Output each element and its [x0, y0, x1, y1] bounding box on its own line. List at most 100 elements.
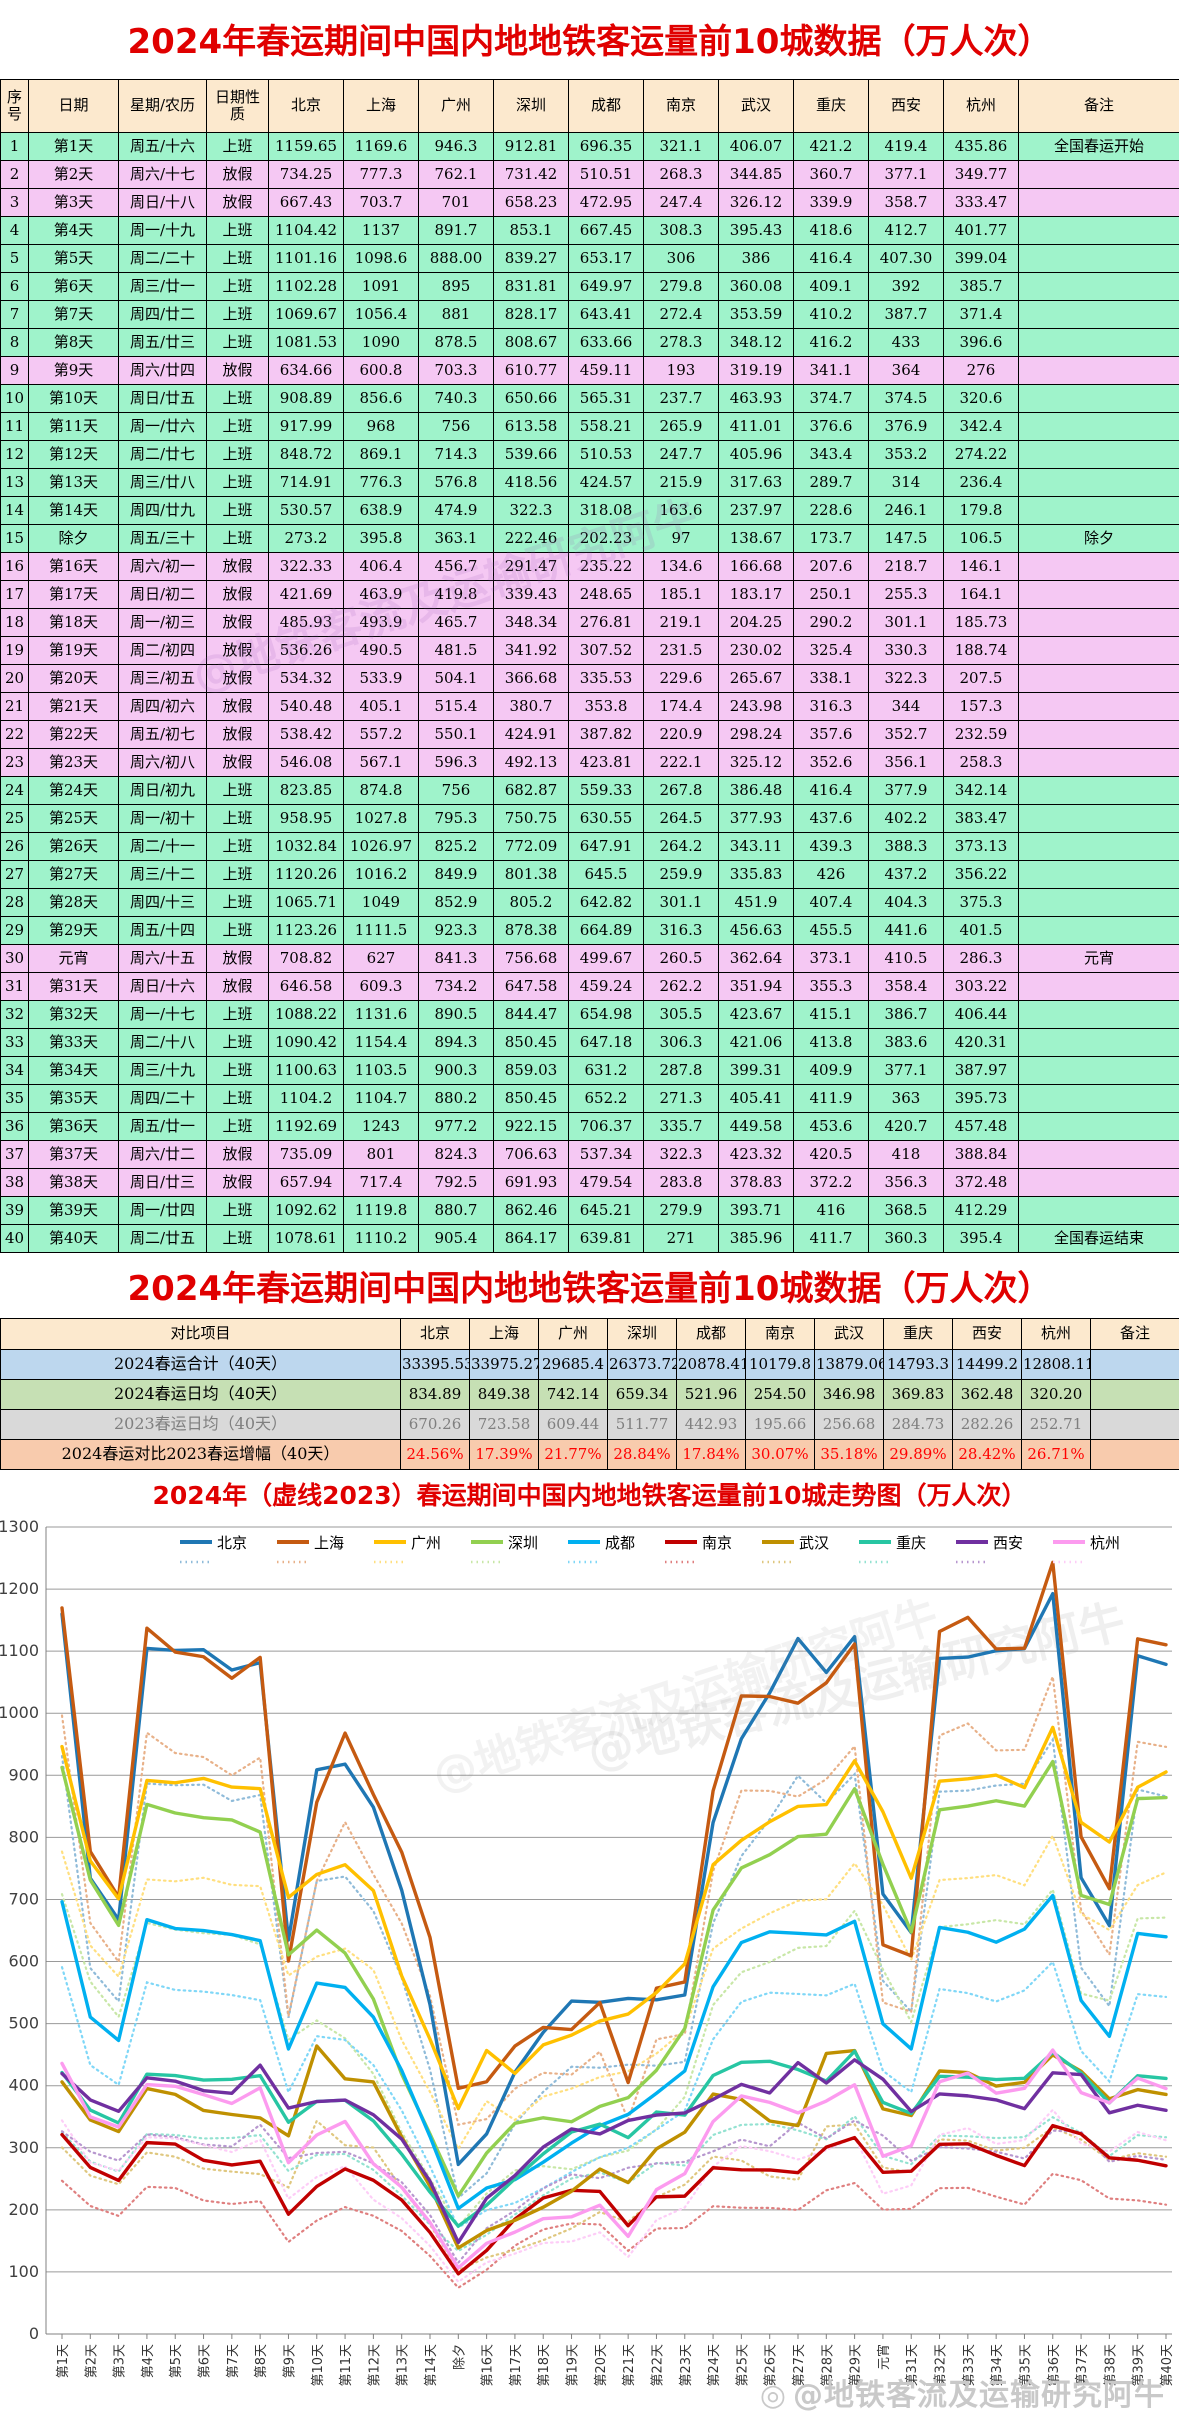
daily-table-cell: 537.34: [569, 1141, 644, 1169]
daily-table-cell: 周二/廿七: [119, 441, 207, 469]
daily-table-cell: 459.24: [569, 973, 644, 1001]
daily-table-cell: 9: [1, 357, 29, 385]
daily-table-cell: 周五/十四: [119, 917, 207, 945]
daily-table-cell: [1019, 273, 1179, 301]
daily-table-cell: 1069.67: [269, 301, 344, 329]
daily-table-cell: 1078.61: [269, 1225, 344, 1253]
daily-table-cell: 6: [1, 273, 29, 301]
daily-table-cell: 880.7: [419, 1197, 494, 1225]
x-axis-label: 第16天: [481, 2344, 496, 2387]
daily-table-cell: 795.3: [419, 805, 494, 833]
daily-table-cell: 上班: [207, 1225, 269, 1253]
daily-table-cell: 1016.2: [344, 861, 419, 889]
daily-table-cell: 291.47: [494, 553, 569, 581]
daily-table-cell: 353.59: [719, 301, 794, 329]
daily-table-cell: [1019, 217, 1179, 245]
daily-table-cell: 449.58: [719, 1113, 794, 1141]
summary-table-cell: 21.77%: [539, 1440, 608, 1470]
daily-table-cell: 38: [1, 1169, 29, 1197]
daily-table-cell: 3: [1, 189, 29, 217]
daily-table-cell: 322.33: [269, 553, 344, 581]
daily-table-cell: 36: [1, 1113, 29, 1141]
daily-table-cell: 356.22: [944, 861, 1019, 889]
daily-table-cell: 423.67: [719, 1001, 794, 1029]
daily-table-cell: 第31天: [29, 973, 119, 1001]
summary-table-cell: 10179.8: [746, 1350, 815, 1380]
summary-table-cell: 29685.4: [539, 1350, 608, 1380]
legend-label-西安: 西安: [993, 1534, 1023, 1552]
daily-table-cell: 657.94: [269, 1169, 344, 1197]
daily-table-cell: 周二/廿五: [119, 1225, 207, 1253]
daily-table-cell: 421.06: [719, 1029, 794, 1057]
column-header: 北京: [269, 80, 344, 133]
daily-table-cell: 318.08: [569, 497, 644, 525]
daily-table-cell: 第36天: [29, 1113, 119, 1141]
daily-table-cell: 395.4: [944, 1225, 1019, 1253]
daily-table-cell: 第14天: [29, 497, 119, 525]
summary-column-header: 广州: [539, 1319, 608, 1350]
daily-table-cell: 841.3: [419, 945, 494, 973]
daily-table-cell: 1065.71: [269, 889, 344, 917]
daily-table-cell: 34: [1, 1057, 29, 1085]
daily-table-cell: 1090.42: [269, 1029, 344, 1057]
daily-header-row: 序号日期星期/农历日期性质北京上海广州深圳成都南京武汉重庆西安杭州备注: [1, 80, 1179, 133]
daily-table-cell: 279.9: [644, 1197, 719, 1225]
daily-table-cell: 上班: [207, 329, 269, 357]
daily-table-cell: 204.25: [719, 609, 794, 637]
daily-table-cell: 646.58: [269, 973, 344, 1001]
daily-table-cell: 246.1: [869, 497, 944, 525]
daily-table-cell: [1019, 329, 1179, 357]
daily-table-cell: 215.9: [644, 469, 719, 497]
daily-table-cell: 周六/廿四: [119, 357, 207, 385]
column-header: 杭州: [944, 80, 1019, 133]
daily-table-cell: 664.89: [569, 917, 644, 945]
y-axis-label: 300: [8, 2138, 39, 2157]
daily-table-cell: 888.00: [419, 245, 494, 273]
daily-table-cell: 放假: [207, 609, 269, 637]
summary-table-cell: 35.18%: [815, 1440, 884, 1470]
daily-table-cell: 1154.4: [344, 1029, 419, 1057]
daily-table-cell: 274.22: [944, 441, 1019, 469]
daily-table-cell: 1169.6: [344, 133, 419, 161]
daily-table-cell: [1019, 637, 1179, 665]
daily-table-cell: [1019, 1197, 1179, 1225]
daily-table-cell: 第34天: [29, 1057, 119, 1085]
daily-table-cell: 39: [1, 1197, 29, 1225]
daily-table-cell: 342.4: [944, 413, 1019, 441]
daily-table-cell: 1027.8: [344, 805, 419, 833]
daily-table-cell: [1019, 469, 1179, 497]
daily-table-cell: 1119.8: [344, 1197, 419, 1225]
daily-table-cell: 周六/十五: [119, 945, 207, 973]
daily-table-cell: 366.68: [494, 665, 569, 693]
daily-table-cell: 260.5: [644, 945, 719, 973]
daily-table-cell: 387.97: [944, 1057, 1019, 1085]
daily-table-cell: 138.67: [719, 525, 794, 553]
daily-table-cell: 1081.53: [269, 329, 344, 357]
daily-table-cell: 890.5: [419, 1001, 494, 1029]
daily-table-cell: 第9天: [29, 357, 119, 385]
legend-label-广州: 广州: [411, 1534, 441, 1552]
daily-table-cell: 714.91: [269, 469, 344, 497]
summary-column-header: 西安: [953, 1319, 1022, 1350]
daily-table-cell: 放假: [207, 357, 269, 385]
summary-table-cell: 511.77: [608, 1410, 677, 1440]
daily-table-cell: 481.5: [419, 637, 494, 665]
daily-table-cell: 258.3: [944, 749, 1019, 777]
daily-table-cell: 412.7: [869, 217, 944, 245]
daily-table-cell: 654.98: [569, 1001, 644, 1029]
daily-table-cell: 912.81: [494, 133, 569, 161]
daily-table-cell: 923.3: [419, 917, 494, 945]
daily-table-cell: 235.22: [569, 553, 644, 581]
daily-table-cell: 周四/二十: [119, 1085, 207, 1113]
daily-table-cell: 638.9: [344, 497, 419, 525]
column-header: 序号: [1, 80, 29, 133]
